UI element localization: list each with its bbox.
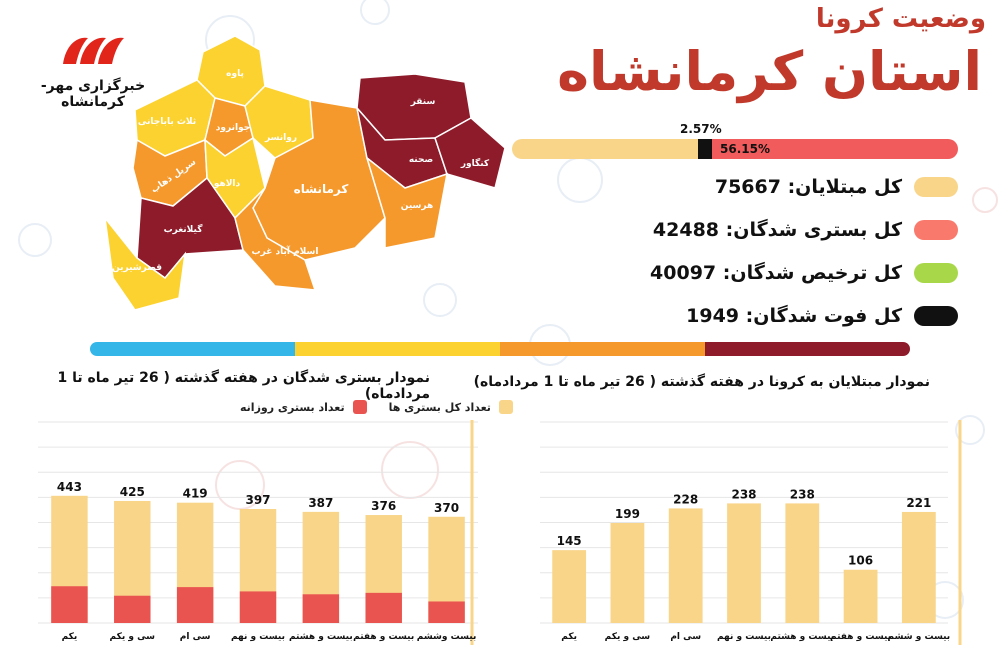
- stat-color-pill: [914, 263, 958, 283]
- category-label: بیست و هفتم: [353, 632, 414, 642]
- stat-total-deaths: کل فوت شدگان: 1949: [686, 303, 958, 329]
- bar-value-label: 370: [434, 501, 459, 515]
- category-label: بیست و هشتم: [289, 632, 353, 642]
- page-subtitle: وضعیت کرونا: [815, 4, 986, 34]
- bar-value-label: 228: [673, 492, 698, 506]
- region-harsin: [365, 155, 448, 249]
- category-label: بیست و نهم: [717, 632, 771, 642]
- ratio-recovered-segment: [512, 139, 698, 159]
- label-sonqor: سنقر: [410, 97, 436, 107]
- category-label: یکم: [561, 632, 577, 642]
- bar-value-label: 397: [245, 493, 270, 507]
- province-map: پاوه ثلاث باباجانی جوانرود روانسر سرپل ذ…: [103, 35, 506, 311]
- divider-segment: [705, 342, 910, 356]
- bar-daily: [114, 595, 151, 623]
- bar-daily: [176, 587, 214, 623]
- bar-value-label: 106: [848, 554, 873, 568]
- label-salas: ثلاث باباجانی: [138, 117, 196, 127]
- hospital-percent-label: 56.15%: [720, 142, 770, 156]
- category-label: سی و یکم: [605, 632, 651, 642]
- logo-caption: خبرگزاری مهر- کرمانشاه: [40, 78, 146, 110]
- label-kermanshah: کرمانشاه: [294, 182, 349, 196]
- bar-value-label: 145: [557, 534, 582, 548]
- bar-value-label: 221: [906, 496, 931, 510]
- mehr-logo-icon: [63, 37, 124, 64]
- divider-segment: [90, 342, 295, 356]
- legend-swatch-daily: [352, 400, 367, 414]
- bar-total: [901, 511, 936, 623]
- death-percent-label: 2.57%: [680, 122, 722, 136]
- stat-label: کل ترخیص شدگان: 40097: [650, 262, 902, 284]
- bar-total: [843, 569, 878, 623]
- stat-label: کل بستری شدگان: 42488: [652, 219, 902, 241]
- stat-color-pill: [914, 220, 958, 240]
- category-label: بیست و هفتم: [830, 632, 891, 642]
- chart-hospitalized: 443 یکم 425 سی و یکم 419 سی ام 397 بیست و نهم 38…: [38, 420, 478, 645]
- region-kangavar: [434, 117, 506, 189]
- page-title: استان کرمانشاه: [557, 40, 982, 103]
- legend-label-daily: تعداد بستری روزانه: [240, 400, 345, 414]
- category-label: بیست و نهم: [231, 632, 285, 642]
- bar-value-label: 376: [371, 499, 396, 513]
- category-label: بیست و ششم: [888, 632, 951, 642]
- ratio-hospital-segment: [712, 139, 958, 159]
- bar-daily: [365, 592, 402, 623]
- category-label: سی ام: [670, 632, 701, 642]
- label-ravansar: روانسر: [264, 133, 297, 143]
- category-label: بیست و هشتم: [770, 632, 834, 642]
- label-eslamabad: اسلام آباد غرب: [252, 245, 319, 257]
- category-label: یکم: [62, 632, 78, 642]
- label-paveh: پاوه: [226, 69, 244, 79]
- label-kangavar: کنگاور: [460, 157, 490, 169]
- region-qasr: [103, 215, 187, 311]
- bar-value-label: 425: [120, 485, 145, 499]
- divider-segment: [500, 342, 705, 356]
- bar-value-label: 419: [183, 487, 208, 501]
- region-eslamabad: [234, 187, 317, 291]
- bar-daily: [51, 586, 88, 623]
- label-javanrud: جوانرود: [216, 123, 250, 133]
- stat-total-infected: کل مبتلایان: 75667: [715, 174, 958, 200]
- label-harsin: هرسین: [401, 201, 433, 211]
- chart-infected: 145 یکم 199 سی و یکم 228 سی ام 238 بیست و نهم 23…: [540, 420, 962, 645]
- stat-total-hospitalized: کل بستری شدگان: 42488: [653, 217, 958, 243]
- bar-value-label: 199: [615, 507, 640, 521]
- legend-swatch-total: [498, 400, 513, 414]
- stat-total-discharged: کل ترخیص شدگان: 40097: [650, 260, 958, 286]
- category-label: بیست وششم: [417, 632, 477, 642]
- bar-value-label: 443: [57, 480, 82, 494]
- bar-total: [727, 503, 761, 623]
- chart-right-title: نمودار مبتلایان به کرونا در هفته گذشته (…: [473, 374, 930, 390]
- label-qasr: قصرشیرین: [112, 263, 162, 273]
- label-dalaho: دالاهو: [213, 179, 241, 189]
- chart-left-title: نمودار بستری شدگان در هفته گذشته ( 26 تی…: [57, 370, 431, 402]
- stat-color-pill: [914, 177, 958, 197]
- bar-total: [610, 523, 645, 623]
- bar-daily: [302, 594, 340, 623]
- legend-label-total: تعداد کل بستری ها: [388, 400, 491, 414]
- category-label: سی ام: [180, 632, 211, 642]
- category-label: سی و یکم: [110, 632, 156, 642]
- chart-left-legend: تعداد کل بستری ها تعداد بستری روزانه: [240, 400, 513, 414]
- label-gilan: گیلانغرب: [164, 223, 204, 235]
- bar-total: [668, 508, 703, 623]
- bar-value-label: 238: [790, 487, 815, 501]
- divider-segment: [295, 342, 500, 356]
- ratio-death-segment: [698, 139, 712, 159]
- stat-label: کل مبتلایان: 75667: [714, 176, 902, 198]
- bar-value-label: 238: [731, 487, 756, 501]
- label-sahneh: صحنه: [409, 155, 433, 165]
- news-agency-logo: [8, 30, 178, 100]
- stat-label: کل فوت شدگان: 1949: [686, 305, 902, 327]
- bar-total: [785, 503, 820, 623]
- bar-total: [552, 550, 587, 623]
- ratio-bar: 56.15%: [512, 139, 958, 159]
- color-divider: [90, 342, 910, 356]
- bar-value-label: 387: [308, 496, 333, 510]
- stat-color-pill: [914, 306, 958, 326]
- bar-daily: [428, 601, 465, 623]
- bar-daily: [239, 591, 277, 623]
